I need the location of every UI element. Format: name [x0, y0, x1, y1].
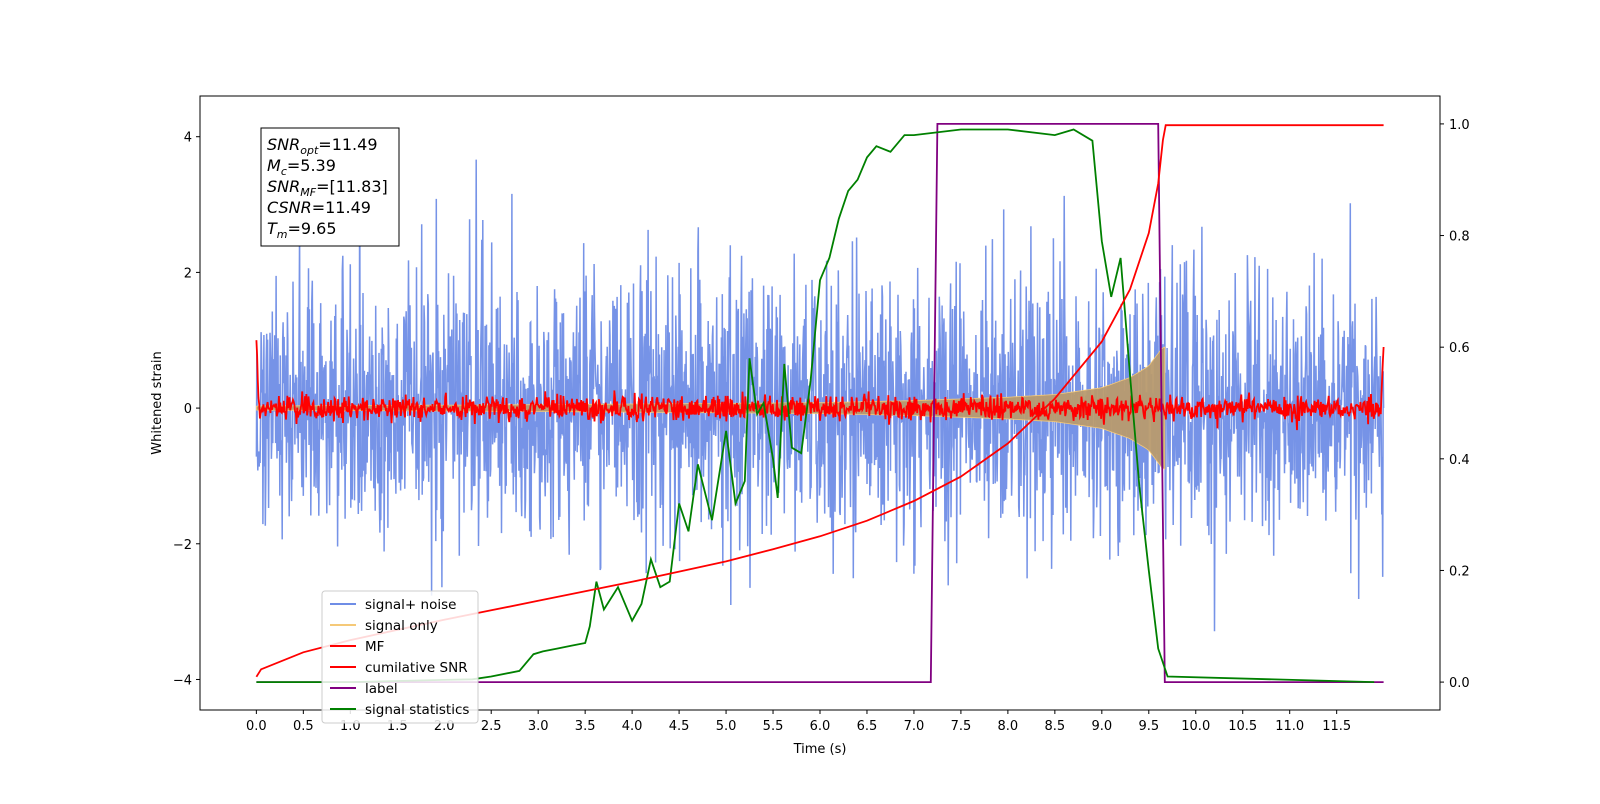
x-tick-label: 4.5 — [669, 719, 690, 734]
x-tick-label: 10.5 — [1228, 719, 1257, 734]
annotation-symbol: SNR — [267, 177, 300, 196]
annotation-symbol: M — [267, 156, 281, 175]
annotation-line: CSNR=11.49 — [267, 198, 371, 217]
y-right-tick-label: 0.4 — [1449, 453, 1470, 468]
annotation-frame — [260, 127, 400, 247]
x-tick-label: 2.5 — [481, 719, 502, 734]
legend-label: signal statistics — [365, 702, 469, 718]
y-left-tick-label: −4 — [173, 673, 192, 688]
x-tick-label: 8.5 — [1045, 719, 1066, 734]
legend: signal+ noise signal only MF cumilative SNR… — [321, 590, 479, 724]
x-tick-label: 9.5 — [1138, 719, 1159, 734]
annotation-symbol: T — [267, 219, 278, 238]
y-left-tick-label: −2 — [173, 538, 192, 553]
x-tick-label: 9.0 — [1091, 719, 1112, 734]
annotation-subscript: c — [281, 165, 287, 178]
annotation-value: =5.39 — [287, 156, 336, 175]
annotation-line: SNRopt=11.49 — [267, 135, 378, 157]
annotation-symbol: CSNR — [267, 198, 312, 217]
legend-label: cumilative SNR — [365, 660, 468, 676]
y-right-tick-label: 0.2 — [1449, 564, 1470, 579]
x-tick-label: 8.0 — [998, 719, 1019, 734]
y-axis-label: Whitened strain — [150, 351, 165, 454]
annotation-subscript: MF — [300, 186, 316, 199]
annotation-subscript: opt — [300, 144, 319, 157]
x-tick-label: 3.5 — [575, 719, 596, 734]
y-left-tick-label: 2 — [184, 266, 192, 281]
annotation-line: SNRMF=[11.83] — [267, 177, 388, 199]
annotation-value: =11.49 — [312, 198, 371, 217]
x-tick-label: 6.0 — [810, 719, 831, 734]
y-right-tick-label: 1.0 — [1449, 118, 1470, 133]
x-tick-label: 5.0 — [716, 719, 737, 734]
x-axis-label: Time (s) — [793, 742, 847, 757]
annotation-line: Mc=5.39 — [267, 156, 336, 178]
annotation-value: =9.65 — [288, 219, 337, 238]
y-right-tick-label: 0.0 — [1449, 676, 1470, 691]
series-label — [256, 123, 1384, 683]
x-tick-label: 11.5 — [1322, 719, 1351, 734]
x-tick-label: 10.0 — [1181, 719, 1210, 734]
x-tick-label: 7.0 — [904, 719, 925, 734]
annotation-value: =11.49 — [318, 135, 377, 154]
x-tick-label: 3.0 — [528, 719, 549, 734]
annotation-subscript: m — [277, 228, 288, 241]
x-tick-label: 0.0 — [246, 719, 267, 734]
legend-label: label — [365, 681, 398, 697]
annotation-box: SNRopt=11.49Mc=5.39SNRMF=[11.83]CSNR=11.… — [260, 127, 400, 247]
annotation-symbol: SNR — [267, 135, 300, 154]
annotation-value: =[11.83] — [316, 177, 388, 196]
legend-frame — [321, 590, 479, 724]
series-signal-noise — [255, 130, 1385, 632]
x-tick-label: 6.5 — [857, 719, 878, 734]
x-tick-label: 5.5 — [763, 719, 784, 734]
series-signal-statistics — [256, 128, 1375, 683]
y-right-tick-label: 0.6 — [1449, 341, 1470, 356]
y-left-tick-label: 0 — [184, 402, 192, 417]
x-tick-label: 0.5 — [293, 719, 314, 734]
x-tick-label: 7.5 — [951, 719, 972, 734]
legend-label: MF — [365, 639, 384, 655]
x-tick-label: 11.0 — [1275, 719, 1304, 734]
annotation-line: Tm=9.65 — [267, 219, 337, 241]
y-left-tick-label: 4 — [184, 131, 192, 146]
legend-label: signal+ noise — [365, 597, 456, 613]
x-tick-label: 4.0 — [622, 719, 643, 734]
legend-label: signal only — [365, 618, 438, 634]
y-right-tick-label: 0.8 — [1449, 230, 1470, 245]
series-mf — [255, 340, 1385, 431]
